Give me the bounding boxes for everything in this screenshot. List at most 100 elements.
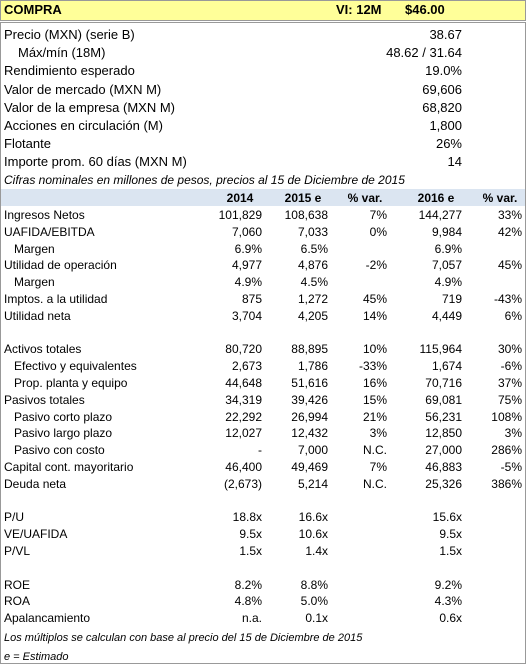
key-label: Valor de la empresa (MXN M) — [4, 99, 175, 115]
cell: 42% — [497, 224, 522, 239]
cell: 30% — [497, 342, 522, 357]
row-label: Pasivo corto plazo — [14, 409, 113, 424]
cell: 1,674 — [431, 359, 462, 374]
cell: 115,964 — [419, 342, 463, 357]
column-header: 2016 e — [417, 191, 455, 205]
header-action: COMPRA — [4, 2, 62, 17]
cell: 1,272 — [297, 292, 328, 306]
cell: (2,673) — [223, 476, 262, 491]
cell: 45% — [362, 292, 387, 306]
cell: 1.5x — [239, 544, 262, 558]
cell: 9.2% — [434, 577, 462, 592]
key-label: Importe prom. 60 días (MXN M) — [4, 154, 187, 170]
key-label: Valor de mercado (MXN M) — [4, 81, 162, 97]
row-label: VE/UAFIDA — [4, 527, 68, 542]
cell: 26,994 — [291, 409, 328, 424]
cell: 7,033 — [297, 224, 328, 239]
cell: 7% — [369, 208, 387, 222]
cell: -6% — [500, 359, 522, 374]
key-label: Acciones en circulación (M) — [4, 118, 163, 133]
key-label: Rendimiento esperado — [4, 63, 135, 79]
cell: 80,720 — [225, 342, 262, 357]
column-header: % var. — [347, 191, 383, 205]
column-header: 2015 e — [284, 191, 322, 205]
cell: 1.4x — [305, 544, 328, 558]
cell: 33% — [497, 208, 522, 222]
cell: 7% — [369, 460, 387, 474]
cell: 144,277 — [418, 208, 462, 222]
cell: 4,876 — [297, 258, 328, 273]
footnote: Los múltiplos se calculan con base al pr… — [4, 632, 363, 644]
cell: 25,326 — [425, 476, 462, 491]
cell: 108% — [491, 409, 522, 424]
key-value: 38.67 — [429, 27, 462, 42]
row-label: UAFIDA/EBITDA — [4, 224, 95, 239]
cell: 22,292 — [225, 409, 262, 424]
key-label: Flotante — [4, 136, 51, 152]
cell: 45% — [497, 258, 522, 273]
key-label: Máx/mín (18M) — [18, 45, 106, 61]
cell: 6.9% — [434, 241, 462, 256]
cell: 3,704 — [231, 308, 262, 323]
cell: - — [258, 443, 262, 458]
key-value: 14 — [447, 154, 462, 170]
cell: 7,057 — [431, 258, 462, 273]
cell: 16.6x — [298, 510, 328, 525]
cell: 39,426 — [291, 392, 328, 407]
cell: 286% — [491, 443, 522, 458]
cell: 51,616 — [291, 376, 328, 390]
row-label: Utilidad de operación — [4, 258, 117, 273]
cell: 4.5% — [300, 275, 328, 290]
cell: 4.9% — [234, 275, 262, 290]
cell: 3% — [369, 426, 387, 441]
row-label: P/U — [4, 510, 25, 525]
key-value: 68,820 — [422, 99, 462, 115]
cell: 34,319 — [225, 392, 262, 407]
cell: 10.6x — [298, 527, 328, 542]
row-label: Pasivo con costo — [14, 443, 105, 458]
cell: 0% — [369, 224, 387, 239]
cell: 1.5x — [439, 544, 462, 558]
cell: 6.9% — [234, 241, 262, 256]
cell: 875 — [241, 292, 262, 306]
cell: 44,648 — [225, 376, 262, 390]
column-header: % var. — [482, 191, 518, 205]
key-value: 26% — [435, 136, 462, 152]
key-value: 1,800 — [429, 118, 462, 133]
row-label: Imptos. a la utilidad — [4, 292, 108, 306]
cell: 9.5x — [439, 527, 462, 542]
cell: 2,673 — [231, 359, 262, 374]
cell: N.C. — [363, 443, 387, 458]
cell: 88,895 — [291, 342, 328, 357]
header-target-price: $46.00 — [405, 2, 445, 17]
note: Cifras nominales en millones de pesos, p… — [4, 173, 405, 187]
cell: 21% — [362, 409, 387, 424]
cell: 10% — [362, 342, 387, 357]
cell: 70,716 — [425, 376, 462, 390]
row-label: Margen — [14, 275, 55, 290]
cell: 9.5x — [239, 527, 262, 542]
row-label: Efectivo y equivalentes — [14, 359, 137, 374]
cell: 7,060 — [231, 224, 262, 239]
header-target-label: VI: 12M — [336, 2, 382, 17]
footnote: e = Estimado — [4, 651, 69, 663]
row-label: Prop. planta y equipo — [14, 376, 128, 390]
cell: -2% — [365, 258, 387, 273]
cell: 46,400 — [225, 460, 262, 474]
cell: 108,638 — [284, 208, 328, 222]
row-label: Apalancamiento — [4, 611, 91, 626]
cell: n.a. — [241, 611, 262, 626]
cell: 27,000 — [425, 443, 462, 458]
row-label: Activos totales — [4, 342, 82, 357]
key-label: Precio (MXN) (serie B) — [4, 27, 135, 42]
key-value: 19.0% — [425, 63, 462, 79]
cell: 6% — [504, 308, 522, 323]
cell: 101,829 — [218, 208, 262, 222]
cell: 16% — [362, 376, 387, 390]
cell: 4,449 — [431, 308, 462, 323]
cell: 4,977 — [231, 258, 262, 273]
cell: 8.2% — [234, 577, 262, 592]
cell: 5,214 — [297, 476, 328, 491]
row-label: Margen — [14, 241, 55, 256]
cell: 0.6x — [439, 611, 462, 626]
